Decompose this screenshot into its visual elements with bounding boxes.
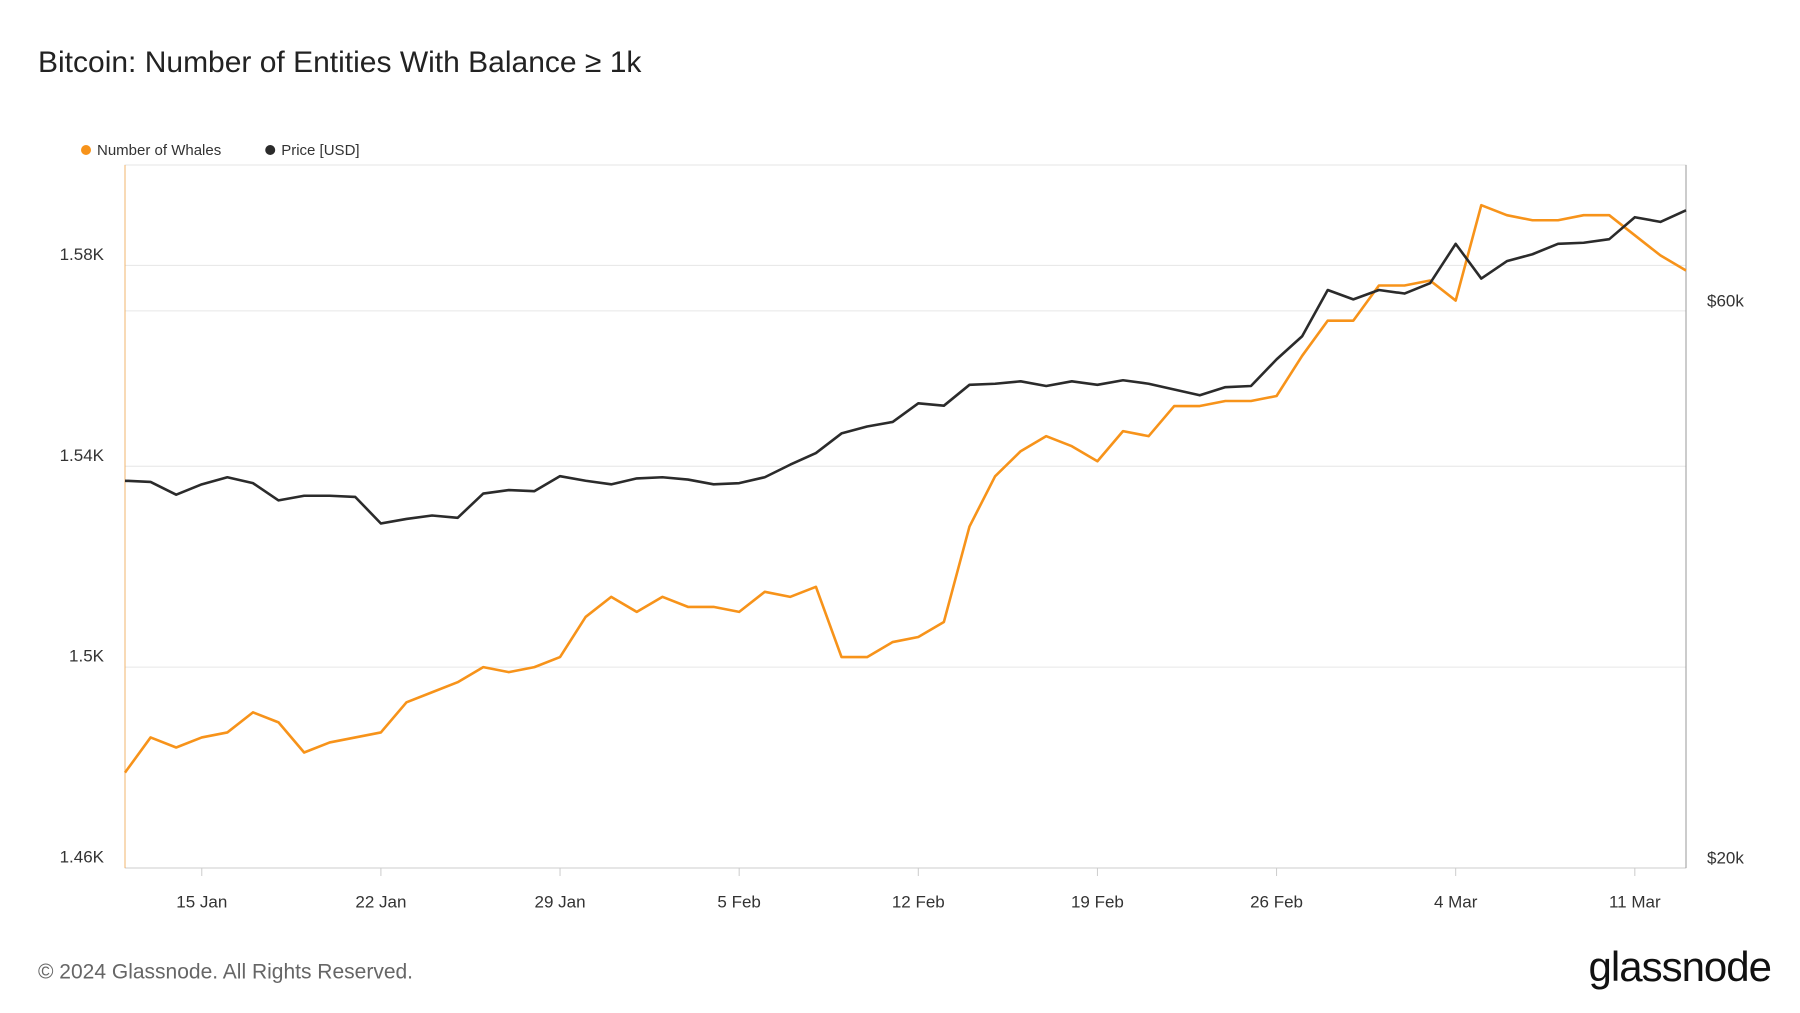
y-tick-label: 1.5K	[69, 647, 105, 666]
series-line	[124, 209, 1687, 525]
y-tick-label: 1.58K	[60, 245, 105, 264]
x-tick-label: 12 Feb	[892, 892, 945, 911]
x-tick-label: 29 Jan	[535, 892, 586, 911]
y2-tick-label: $20k	[1707, 848, 1744, 867]
y-tick-label: 1.46K	[60, 847, 105, 866]
x-tick-label: 26 Feb	[1250, 892, 1303, 911]
legend-label: Price [USD]	[281, 142, 359, 159]
x-tick-label: 22 Jan	[355, 892, 406, 911]
legend-marker	[81, 145, 91, 155]
legend-label: Number of Whales	[97, 142, 221, 159]
x-tick-label: 5 Feb	[717, 892, 760, 911]
footer: © 2024 Glassnode. All Rights Reserved.	[38, 961, 413, 984]
x-tick-label: 15 Jan	[176, 892, 227, 911]
y2-tick-label: $60k	[1707, 291, 1744, 310]
x-tick-label: 4 Mar	[1434, 892, 1478, 911]
brand-logo: glassnode	[1589, 943, 1771, 990]
y-tick-label: 1.54K	[60, 446, 105, 465]
plot-frame	[124, 164, 1687, 869]
chart-title: Bitcoin: Number of Entities With Balance…	[38, 46, 642, 79]
x-tick-label: 19 Feb	[1071, 892, 1124, 911]
x-tick-label: 11 Mar	[1609, 892, 1661, 911]
series-line	[123, 203, 1687, 774]
legend-marker	[265, 145, 276, 155]
